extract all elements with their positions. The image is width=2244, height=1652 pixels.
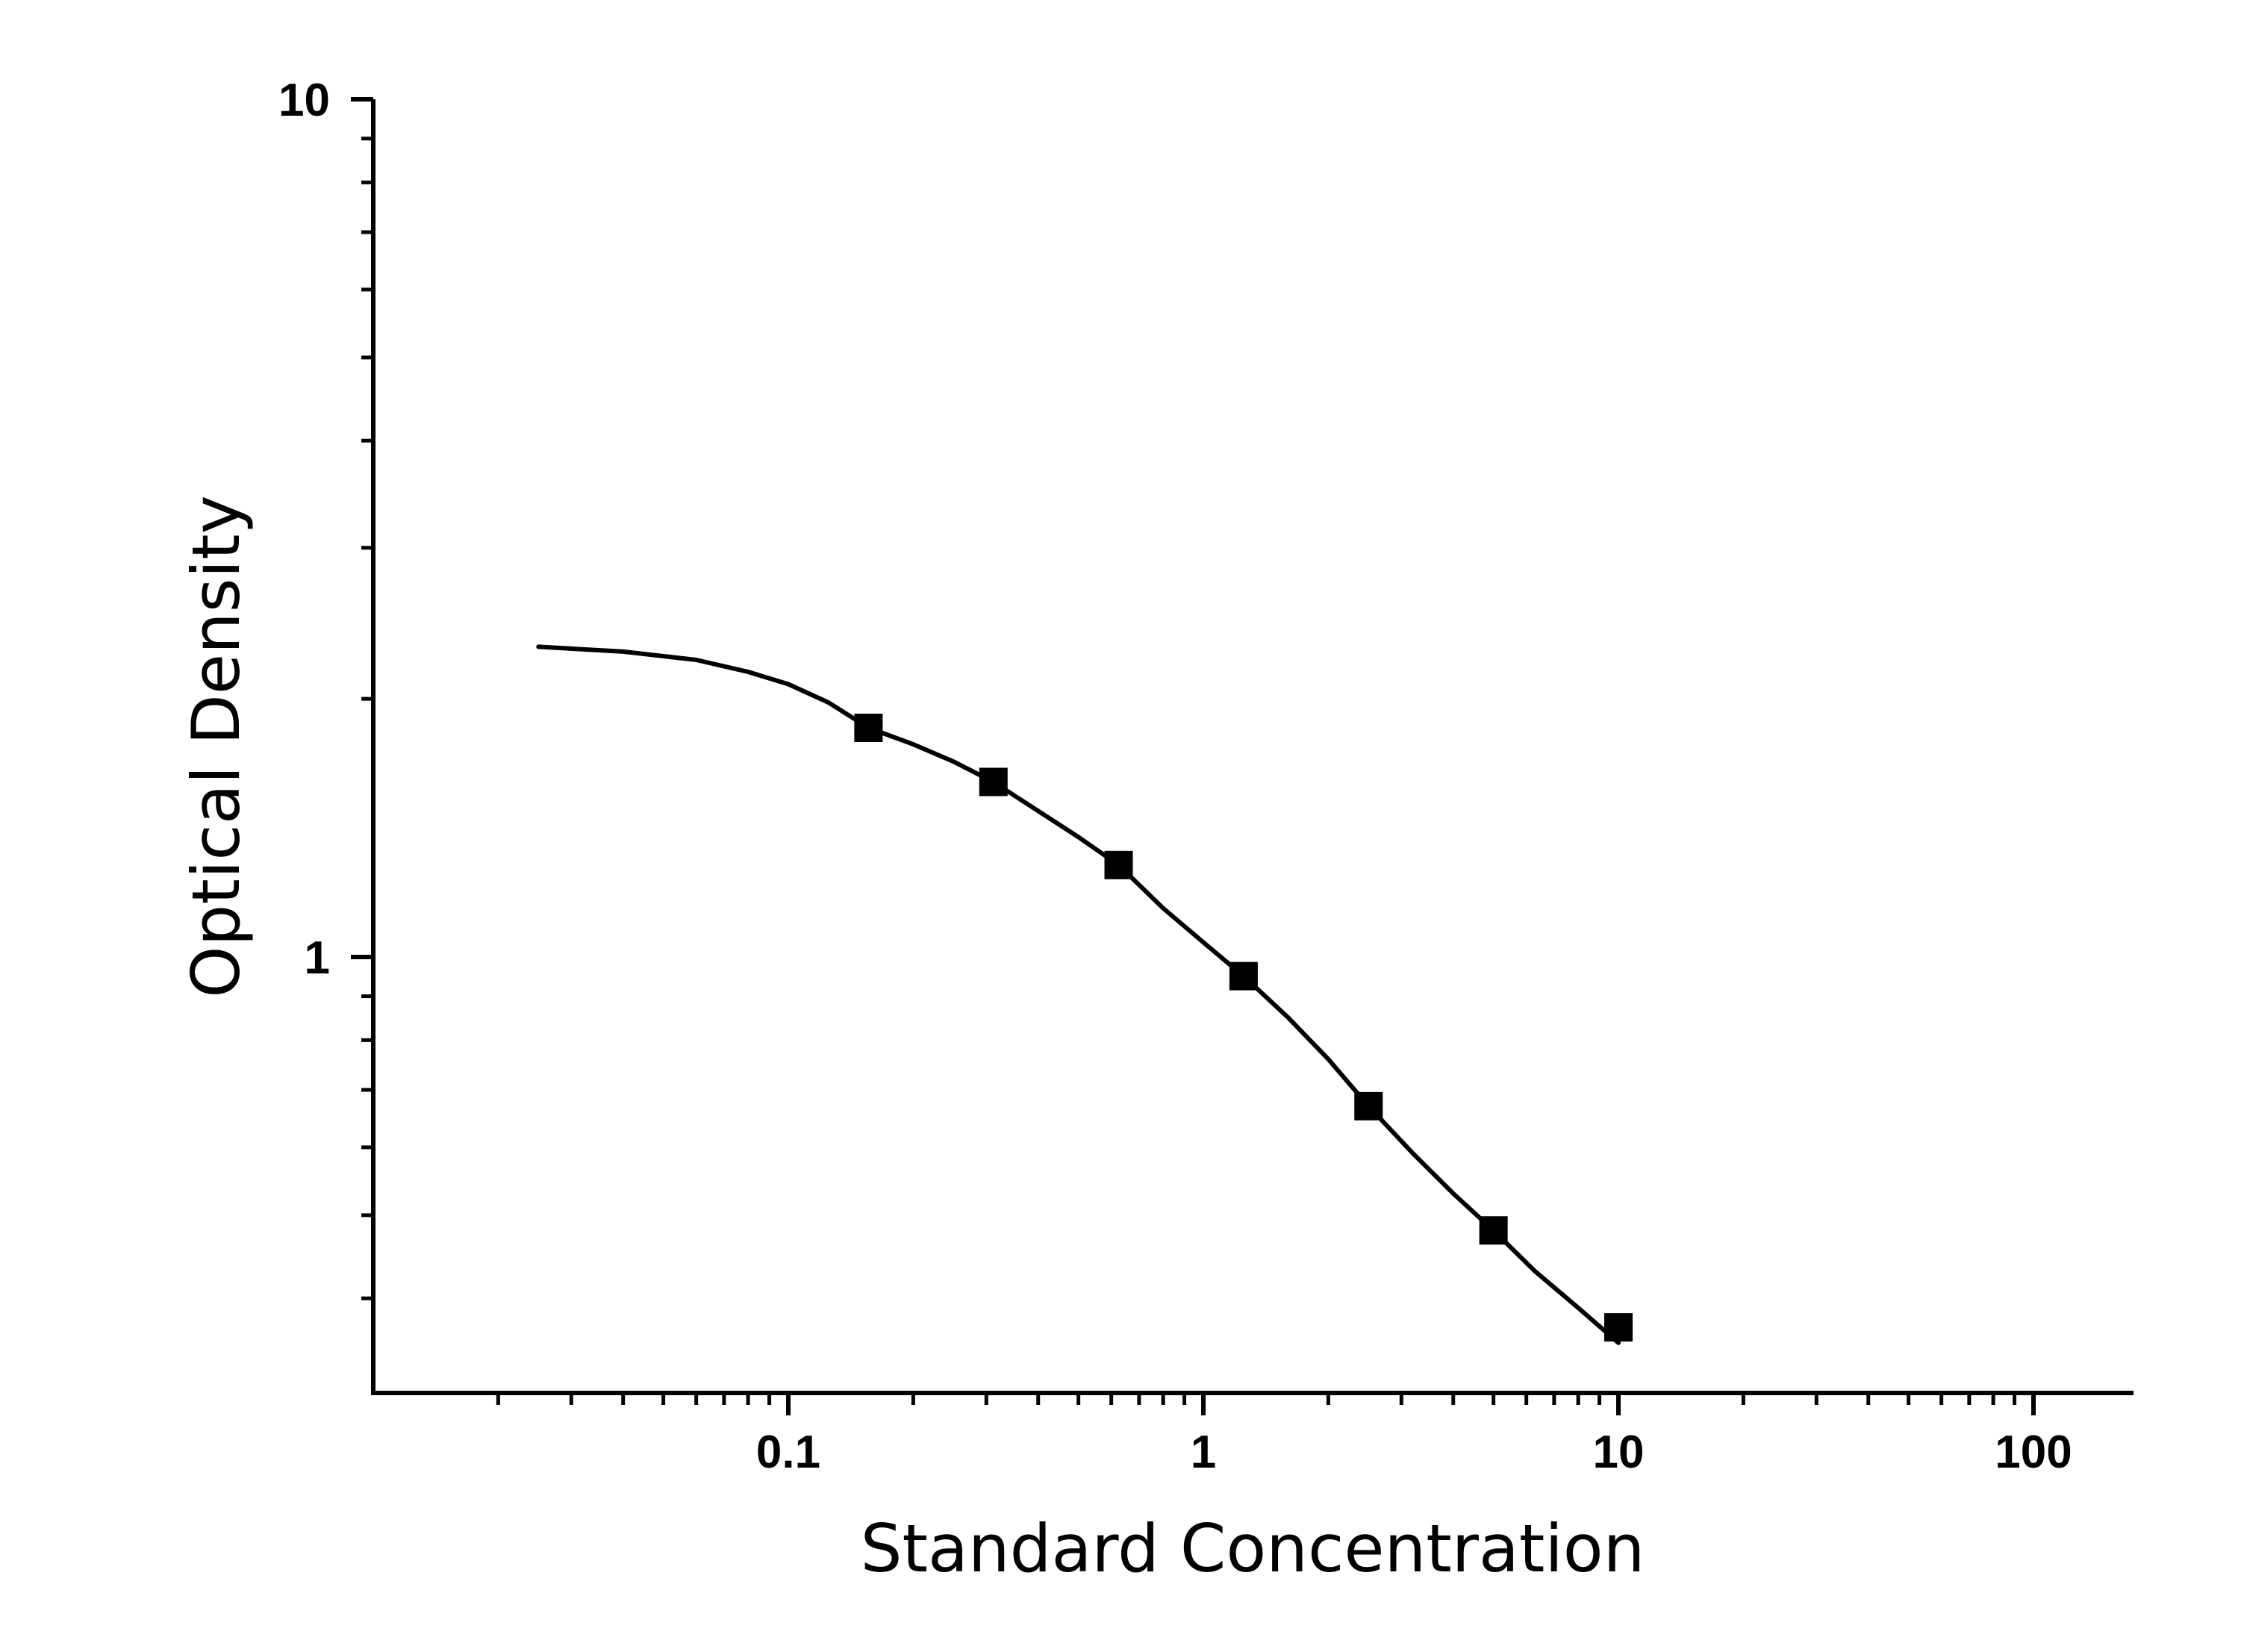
y-axis-title: Optical Density <box>178 495 255 997</box>
x-tick-label: 100 <box>1995 1427 2072 1478</box>
data-point <box>1229 961 1258 991</box>
x-axis-title: Standard Concentration <box>861 1510 1645 1587</box>
data-point <box>1354 1091 1383 1120</box>
data-point <box>854 714 883 743</box>
y-tick-label: 1 <box>305 932 330 984</box>
fit-curve-line <box>536 644 1621 1345</box>
fit-curve-layer <box>536 644 1621 1345</box>
data-point <box>1104 850 1133 879</box>
data-point <box>979 767 1008 797</box>
x-tick-label: 10 <box>1593 1427 1645 1478</box>
data-point <box>1604 1313 1633 1342</box>
data-point <box>1479 1216 1508 1245</box>
x-major-ticks: 0.1 1 10 100 <box>756 1393 2072 1478</box>
y-tick-label: 10 <box>278 75 330 126</box>
data-points-layer <box>854 714 1633 1342</box>
x-tick-label: 1 <box>1191 1427 1216 1478</box>
x-minor-ticks <box>496 1393 2017 1405</box>
x-tick-label: 0.1 <box>756 1427 820 1478</box>
y-major-ticks: 1 10 <box>278 75 373 984</box>
y-minor-ticks <box>361 137 373 1300</box>
